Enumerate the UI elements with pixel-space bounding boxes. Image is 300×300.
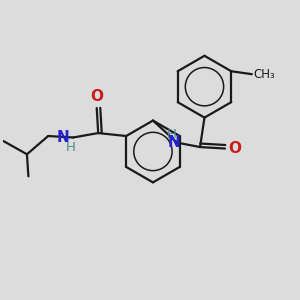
Text: O: O bbox=[228, 141, 241, 156]
Text: N: N bbox=[167, 135, 180, 150]
Text: CH₃: CH₃ bbox=[253, 68, 275, 81]
Text: H: H bbox=[167, 128, 177, 141]
Text: H: H bbox=[65, 141, 75, 154]
Text: O: O bbox=[90, 88, 103, 104]
Text: N: N bbox=[57, 130, 70, 145]
